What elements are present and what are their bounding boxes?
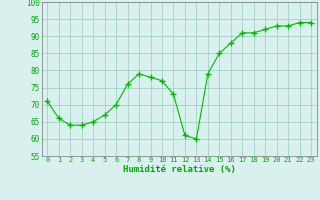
X-axis label: Humidité relative (%): Humidité relative (%) — [123, 165, 236, 174]
